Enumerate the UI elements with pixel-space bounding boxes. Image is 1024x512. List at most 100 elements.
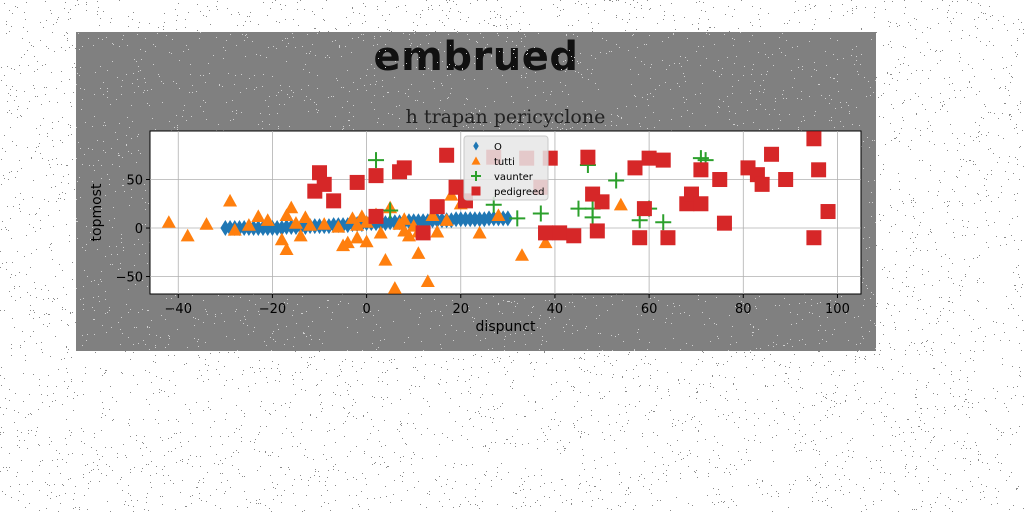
y-tick-label: 0 bbox=[135, 222, 143, 237]
triangle-point bbox=[378, 253, 393, 266]
figure-suptitle: embrued bbox=[373, 34, 579, 80]
square-point bbox=[655, 152, 671, 168]
chart-title: h trapan pericyclone bbox=[406, 106, 606, 128]
square-point bbox=[368, 208, 384, 224]
x-tick-label: 80 bbox=[735, 302, 752, 317]
square-point bbox=[594, 194, 610, 210]
triangle-point bbox=[491, 208, 506, 222]
triangle-point bbox=[317, 217, 332, 230]
square-point bbox=[316, 176, 332, 192]
triangle-point bbox=[288, 216, 303, 229]
triangle-point bbox=[251, 209, 266, 222]
plus-point bbox=[608, 172, 625, 189]
square-point bbox=[589, 223, 605, 239]
legend-label: vaunter bbox=[494, 172, 534, 183]
triangle-point bbox=[397, 212, 412, 225]
legend-plus-icon bbox=[471, 171, 481, 181]
triangle-point bbox=[430, 224, 445, 238]
square-point bbox=[641, 150, 657, 166]
triangle-point bbox=[227, 222, 242, 236]
square-point bbox=[349, 174, 365, 190]
legend-label: tutti bbox=[494, 157, 515, 168]
square-point bbox=[764, 146, 780, 162]
triangle-point bbox=[350, 230, 365, 244]
triangle-point bbox=[274, 232, 289, 246]
square-point bbox=[636, 201, 652, 217]
series-pedigreed bbox=[307, 131, 836, 246]
triangle-point bbox=[387, 281, 402, 294]
data-marks bbox=[161, 131, 836, 294]
triangle-point bbox=[298, 210, 313, 223]
square-point bbox=[627, 160, 643, 176]
square-point bbox=[716, 215, 732, 231]
triangle-point bbox=[161, 215, 176, 228]
legend-box bbox=[463, 135, 549, 201]
square-point bbox=[693, 196, 709, 212]
legend-diamond-icon bbox=[473, 141, 479, 151]
triangle-point bbox=[340, 235, 355, 249]
triangle-point bbox=[279, 242, 294, 255]
triangle-point bbox=[303, 218, 318, 231]
square-point bbox=[580, 149, 596, 165]
triangle-point bbox=[373, 225, 388, 239]
triangle-point bbox=[425, 208, 440, 222]
square-point bbox=[439, 147, 455, 163]
plus-point bbox=[382, 202, 399, 219]
triangle-point bbox=[397, 223, 412, 237]
figure-panel: embrued h trapan pericyclone −40 −20 0 20 40… bbox=[76, 32, 876, 351]
plus-point bbox=[532, 205, 549, 222]
triangle-point bbox=[350, 218, 365, 231]
square-point bbox=[632, 230, 648, 246]
legend-square-icon bbox=[471, 186, 481, 196]
triangle-point bbox=[420, 274, 435, 287]
diamond-point bbox=[502, 210, 513, 227]
square-point bbox=[538, 225, 554, 241]
square-point bbox=[448, 179, 464, 195]
triangle-point bbox=[293, 228, 308, 242]
square-point bbox=[312, 165, 328, 181]
square-point bbox=[820, 204, 836, 220]
square-point bbox=[693, 162, 709, 178]
square-point bbox=[660, 230, 676, 246]
y-tick-label: 50 bbox=[126, 174, 143, 189]
triangle-point bbox=[284, 200, 299, 214]
triangle-point bbox=[331, 220, 346, 233]
square-point bbox=[429, 199, 445, 215]
x-tick-label: 20 bbox=[452, 302, 469, 317]
legend-label: O bbox=[494, 142, 502, 153]
triangle-point bbox=[260, 213, 275, 226]
square-point bbox=[552, 225, 568, 241]
triangle-point bbox=[180, 228, 195, 242]
legend-triangle-icon bbox=[471, 156, 481, 165]
x-tick-label: 40 bbox=[547, 302, 564, 317]
square-point bbox=[806, 131, 822, 147]
scatter-plot: h trapan pericyclone −40 −20 0 20 40 60 80 100−… bbox=[76, 32, 876, 351]
triangle-point bbox=[538, 235, 553, 249]
triangle-point bbox=[439, 213, 454, 226]
triangle-point bbox=[359, 234, 374, 248]
triangle-point bbox=[514, 248, 529, 261]
triangle-point bbox=[199, 217, 214, 230]
x-tick-label: 0 bbox=[362, 302, 370, 317]
x-tick-label: −20 bbox=[259, 302, 286, 317]
triangle-point bbox=[411, 246, 426, 259]
diamond-point bbox=[422, 213, 433, 230]
triangle-point bbox=[279, 208, 294, 222]
y-tick-label: −50 bbox=[116, 271, 143, 286]
triangle-point bbox=[241, 218, 256, 231]
square-point bbox=[396, 160, 412, 176]
triangle-point bbox=[223, 193, 238, 207]
x-tick-label: 100 bbox=[825, 302, 850, 317]
y-axis-label: topmost bbox=[89, 183, 105, 241]
triangle-point bbox=[613, 197, 628, 211]
plus-point bbox=[655, 214, 672, 231]
square-point bbox=[368, 168, 384, 184]
axis-ticks: −40 −20 0 20 40 60 80 100 −50 0 50 bbox=[116, 174, 850, 317]
x-axis-label: dispunct bbox=[476, 319, 536, 335]
legend-label: pedigreed bbox=[494, 187, 545, 198]
square-point bbox=[326, 193, 342, 209]
triangle-point bbox=[472, 225, 487, 239]
square-point bbox=[415, 225, 431, 241]
